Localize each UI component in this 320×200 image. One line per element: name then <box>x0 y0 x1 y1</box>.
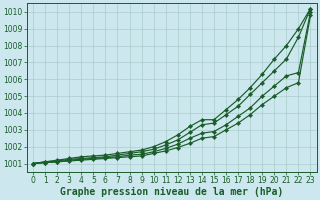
X-axis label: Graphe pression niveau de la mer (hPa): Graphe pression niveau de la mer (hPa) <box>60 186 284 197</box>
